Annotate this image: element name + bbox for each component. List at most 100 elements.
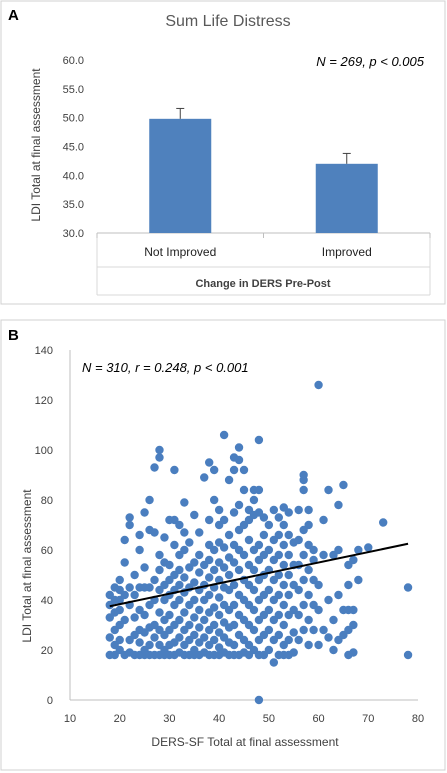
chart-b-point (180, 573, 189, 582)
chart-b-point (229, 580, 239, 590)
chart-b-point (195, 568, 204, 577)
chart-b-point (120, 558, 129, 567)
chart-b-trendline (109, 542, 409, 608)
chart-b-point (229, 600, 239, 610)
chart-b-point (190, 578, 199, 587)
chart-b-point (264, 585, 274, 595)
chart-b-point (170, 540, 179, 550)
chart-b-xtick-label: 30 (163, 713, 175, 725)
chart-b-point (364, 543, 373, 552)
chart-b-point (299, 550, 308, 560)
chart-b-point (175, 520, 184, 530)
chart-b-xtick-label: 50 (263, 713, 275, 725)
chart-b-point (279, 520, 288, 530)
chart-b-point (205, 515, 214, 525)
chart-b-point (244, 535, 254, 545)
chart-b-xtick-label: 20 (114, 713, 126, 725)
chart-b-point (190, 595, 199, 605)
chart-b-point (170, 465, 179, 475)
chart-b-point (279, 620, 288, 630)
chart-b-point (299, 485, 308, 495)
chart-b-point (130, 590, 139, 600)
chart-b-point (299, 600, 308, 610)
chart-b-point (234, 500, 244, 510)
chart-b-point (135, 545, 144, 555)
chart-b-point (120, 590, 129, 600)
chart-b-point (120, 615, 129, 625)
chart-b-ytick-label: 20 (41, 645, 53, 657)
chart-b-point (349, 648, 358, 657)
chart-b-point (274, 630, 283, 640)
chart-b-point (195, 623, 204, 632)
chart-a-ytick-label: 40.0 (63, 170, 84, 182)
chart-a-ytick-label: 50.0 (63, 113, 84, 125)
chart-b-point (120, 535, 129, 545)
chart-b-point (209, 603, 219, 612)
chart-a-ytick-label: 30.0 (63, 228, 84, 240)
chart-b-point (249, 495, 259, 505)
chart-b-point (135, 530, 144, 540)
chart-b-point (309, 545, 318, 555)
chart-b-point (190, 558, 199, 567)
chart-b-xtick-label: 10 (64, 713, 76, 725)
chart-b-point (294, 505, 303, 515)
chart-b-point (150, 575, 159, 585)
chart-b-point (115, 605, 124, 615)
chart-b-xtick-label: 80 (412, 713, 424, 725)
chart-b-point (180, 528, 189, 537)
chart-b-ytick-label: 60 (41, 545, 53, 557)
chart-b-ytick-label: 100 (35, 445, 53, 457)
chart-b-point (229, 620, 239, 630)
chart-b-point (279, 560, 288, 570)
chart-b-ytick-label: 140 (35, 345, 53, 357)
chart-b-point (284, 530, 293, 540)
chart-a-ytick-label: 55.0 (63, 84, 84, 96)
chart-b-point (125, 583, 134, 592)
chart-b-point (319, 515, 328, 525)
chart-b-point (264, 645, 274, 655)
chart-b-point (279, 580, 288, 590)
chart-b-ylabel: LDI Total at final assessment (20, 489, 34, 643)
chart-b-point (403, 583, 413, 592)
chart-b-point (319, 625, 328, 635)
chart-b-xtick-label: 40 (213, 713, 225, 725)
chart-b-point (200, 615, 209, 625)
chart-b-point (284, 550, 293, 560)
chart-b-point (224, 475, 234, 485)
chart-b-point (264, 625, 274, 635)
chart-b-point (289, 648, 298, 657)
chart-b-point (229, 640, 239, 650)
chart-b-point (195, 528, 204, 537)
chart-b-point (289, 628, 298, 637)
chart-b-point (209, 620, 219, 630)
chart-b-point (209, 545, 219, 555)
chart-b-point (279, 600, 288, 610)
panel-a-letter: A (8, 7, 19, 24)
chart-b-point (319, 550, 328, 560)
chart-a-bar (149, 118, 212, 233)
chart-b-point (145, 583, 154, 592)
chart-b-point (155, 608, 164, 617)
chart-b-point (115, 635, 124, 645)
chart-b-point (205, 590, 214, 600)
chart-b-point (274, 550, 283, 560)
chart-b-point (284, 590, 293, 600)
chart-b-point (329, 615, 338, 625)
chart-b-point (304, 615, 313, 625)
chart-b-point (249, 605, 259, 615)
chart-b-point (324, 485, 333, 495)
chart-b-point (200, 473, 209, 482)
chart-b-point (130, 570, 139, 580)
chart-a-ytick-label: 35.0 (63, 199, 84, 211)
chart-b-point (294, 610, 303, 620)
chart-b-point (274, 590, 283, 600)
chart-b-point (254, 485, 264, 495)
chart-b-point (299, 625, 308, 635)
chart-a-annotation: N = 269, p < 0.005 (316, 54, 424, 69)
chart-b-point (165, 560, 174, 570)
chart-b-point (125, 520, 134, 530)
chart-b-point (190, 613, 199, 622)
chart-b-point (229, 558, 239, 567)
chart-b-point (180, 545, 189, 555)
chart-b-point (115, 575, 124, 585)
